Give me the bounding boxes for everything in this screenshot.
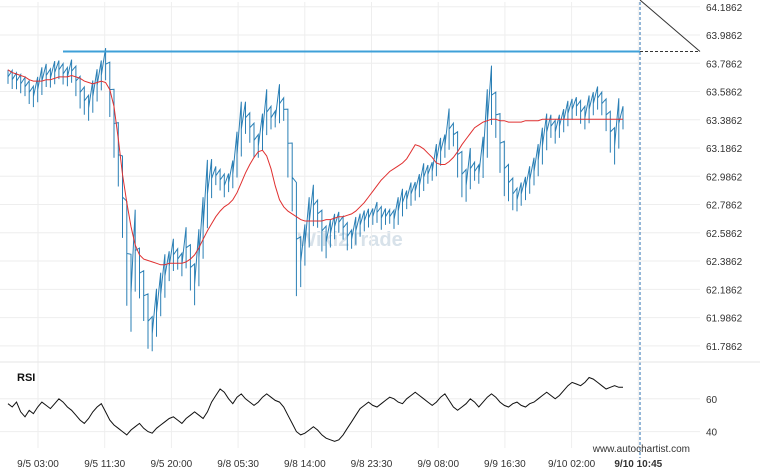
price-y-tick-label: 64.1862 xyxy=(706,3,743,14)
rsi-y-tick-label: 40 xyxy=(706,428,718,439)
price-y-tick-label: 63.1862 xyxy=(706,144,743,155)
x-tick-label: 9/5 03:00 xyxy=(17,459,59,470)
x-tick-label: 9/5 11:30 xyxy=(84,459,125,470)
x-tick-label: 9/8 05:30 xyxy=(217,459,259,470)
price-y-tick-label: 62.3862 xyxy=(706,257,743,268)
x-tick-label: 9/8 14:00 xyxy=(284,459,326,470)
price-y-axis: 64.1862 63.9862 63.7862 63.5862 63.3862 63.18… xyxy=(706,3,743,353)
x-tick-label: 9/5 20:00 xyxy=(151,459,193,470)
rsi-grid xyxy=(0,398,700,433)
projection-arrow xyxy=(639,0,701,52)
x-tick-label: 9/10 10:45 xyxy=(614,459,662,470)
x-tick-label: 9/10 02:00 xyxy=(548,459,596,470)
x-axis: 9/5 03:00 9/5 11:30 9/5 20:00 9/8 05:30 9/8 … xyxy=(17,2,663,470)
price-y-tick-label: 63.7862 xyxy=(706,59,743,70)
price-y-tick-label: 62.9862 xyxy=(706,172,743,183)
watermark: Wiki2Trade xyxy=(297,229,402,251)
moving-average-line xyxy=(7,69,623,266)
price-y-tick-label: 63.9862 xyxy=(706,31,743,42)
price-y-tick-label: 61.7862 xyxy=(706,342,743,353)
x-tick-label: 9/9 16:30 xyxy=(484,459,526,470)
rsi-y-axis: 60 40 xyxy=(706,395,718,439)
price-y-tick-label: 63.5862 xyxy=(706,88,743,99)
x-tick-label: 9/8 23:30 xyxy=(351,459,393,470)
price-y-tick-label: 61.9862 xyxy=(706,314,743,325)
price-y-tick-label: 62.7862 xyxy=(706,201,743,212)
rsi-label: RSI xyxy=(17,372,35,384)
price-y-tick-label: 63.3862 xyxy=(706,116,743,127)
price-series-line xyxy=(7,48,624,352)
rsi-series-line xyxy=(7,376,623,442)
rsi-y-tick-label: 60 xyxy=(706,395,718,406)
x-tick-label: 9/9 08:00 xyxy=(417,459,459,470)
price-y-tick-label: 62.5862 xyxy=(706,229,743,240)
price-y-tick-label: 62.1862 xyxy=(706,285,743,296)
footer-text: www.autochartist.com xyxy=(592,444,690,455)
